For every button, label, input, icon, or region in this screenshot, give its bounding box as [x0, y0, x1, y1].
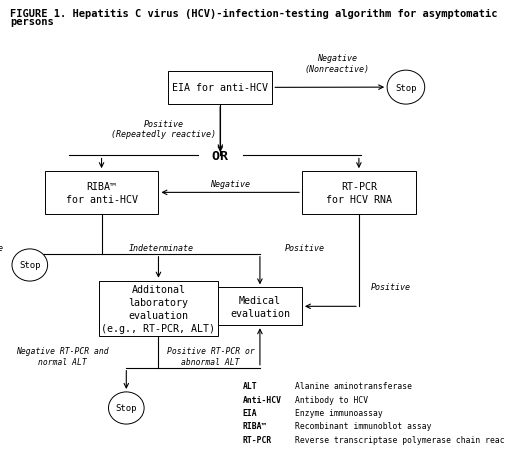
Text: Recombinant immunoblot assay: Recombinant immunoblot assay: [294, 421, 431, 430]
Text: Indeterminate: Indeterminate: [128, 243, 193, 252]
FancyBboxPatch shape: [302, 172, 416, 214]
Text: Positive: Positive: [371, 282, 411, 291]
Text: EIA for anti-HCV: EIA for anti-HCV: [172, 83, 268, 93]
Text: Negative: Negative: [210, 180, 250, 188]
Text: Stop: Stop: [19, 261, 40, 270]
Text: ALT: ALT: [242, 381, 257, 390]
Text: RT-PCR: RT-PCR: [242, 435, 272, 444]
Text: Medical
evaluation: Medical evaluation: [230, 295, 290, 318]
FancyBboxPatch shape: [218, 288, 302, 326]
Text: Negative
(Nonreactive): Negative (Nonreactive): [304, 54, 369, 74]
Circle shape: [109, 392, 144, 424]
FancyBboxPatch shape: [44, 172, 159, 214]
FancyBboxPatch shape: [168, 71, 272, 105]
Text: Stop: Stop: [395, 83, 417, 92]
Text: OR: OR: [205, 150, 236, 162]
Text: Positive
(Repeatedly reactive): Positive (Repeatedly reactive): [111, 120, 216, 139]
Text: RT-PCR
for HCV RNA: RT-PCR for HCV RNA: [326, 182, 392, 204]
Text: RIBA™: RIBA™: [242, 421, 267, 430]
Text: Negative: Negative: [0, 243, 3, 252]
Text: EIA: EIA: [242, 408, 257, 417]
FancyBboxPatch shape: [99, 281, 218, 337]
Text: persons: persons: [10, 17, 54, 27]
Text: Stop: Stop: [116, 404, 137, 413]
Text: Anti-HCV: Anti-HCV: [242, 394, 282, 404]
Text: FIGURE 1. Hepatitis C virus (HCV)-infection-testing algorithm for asymptomatic: FIGURE 1. Hepatitis C virus (HCV)-infect…: [10, 9, 497, 19]
Text: Positive: Positive: [285, 243, 325, 252]
Circle shape: [387, 71, 425, 105]
Circle shape: [12, 249, 47, 282]
Text: RIBA™
for anti-HCV: RIBA™ for anti-HCV: [66, 182, 137, 204]
Text: Additonal
laboratory
evaluation
(e.g., RT-PCR, ALT): Additonal laboratory evaluation (e.g., R…: [102, 285, 216, 333]
Text: Positive RT-PCR or
abnormal ALT: Positive RT-PCR or abnormal ALT: [167, 346, 255, 366]
Text: Enzyme immunoassay: Enzyme immunoassay: [294, 408, 382, 417]
Text: Alanine aminotransferase: Alanine aminotransferase: [294, 381, 412, 390]
Text: Reverse transcriptase polymerase chain reaction: Reverse transcriptase polymerase chain r…: [294, 435, 505, 444]
Text: Negative RT-PCR and
normal ALT: Negative RT-PCR and normal ALT: [16, 346, 108, 366]
Text: Antibody to HCV: Antibody to HCV: [294, 394, 368, 404]
